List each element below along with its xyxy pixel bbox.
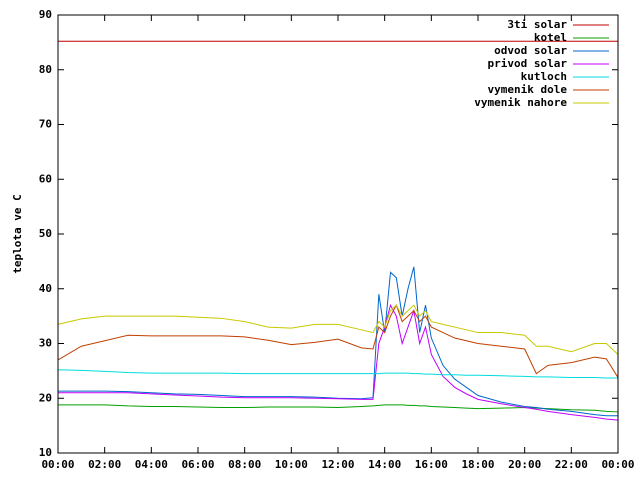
y-tick-label: 30 [39, 337, 52, 350]
x-tick-label: 10:00 [275, 458, 308, 471]
y-tick-label: 40 [39, 282, 52, 295]
y-tick-label: 70 [39, 118, 52, 131]
y-tick-label: 50 [39, 227, 52, 240]
x-tick-label: 16:00 [415, 458, 448, 471]
x-tick-label: 08:00 [228, 458, 261, 471]
series-line [58, 303, 619, 421]
x-tick-label: 00:00 [601, 458, 634, 471]
x-tick-label: 20:00 [508, 458, 541, 471]
y-tick-label: 10 [39, 446, 52, 459]
legend-label: privod solar [488, 57, 568, 70]
y-axis-label: teplota ve C [11, 194, 24, 273]
x-tick-label: 00:00 [41, 458, 74, 471]
x-tick-label: 12:00 [321, 458, 354, 471]
x-tick-label: 06:00 [181, 458, 214, 471]
y-tick-label: 90 [39, 8, 52, 21]
series-line [57, 304, 619, 355]
y-tick-label: 60 [39, 172, 52, 185]
x-tick-label: 04:00 [135, 458, 168, 471]
legend-label: kutloch [521, 70, 567, 83]
x-tick-label: 18:00 [461, 458, 494, 471]
series-line [57, 369, 618, 379]
x-tick-label: 22:00 [555, 458, 588, 471]
legend-label: odvod solar [494, 44, 567, 57]
series-line [58, 266, 618, 417]
legend-label: 3ti solar [507, 18, 567, 31]
x-tick-label: 02:00 [88, 458, 121, 471]
y-tick-label: 80 [39, 63, 52, 76]
x-tick-label: 14:00 [368, 458, 401, 471]
plot-border [57, 14, 619, 454]
y-tick-label: 20 [39, 391, 52, 404]
legend-label: vymenik dole [488, 83, 568, 96]
legend-label: kotel [534, 31, 567, 44]
legend-label: vymenik nahore [474, 96, 567, 109]
